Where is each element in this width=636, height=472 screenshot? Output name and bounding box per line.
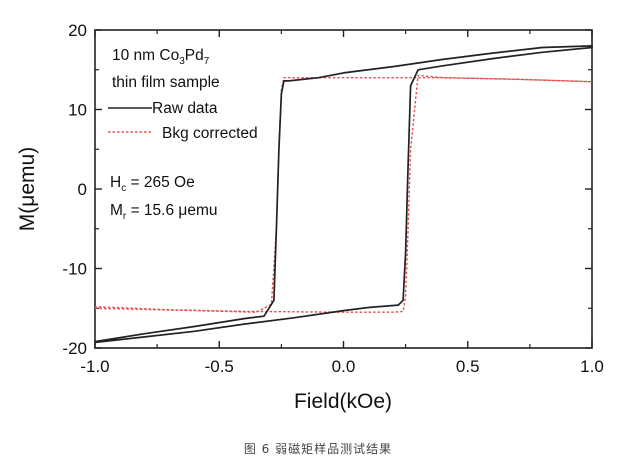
sample-label: 10 nm Co3Pd7 xyxy=(112,47,210,67)
x-tick-label: 1.0 xyxy=(580,357,604,376)
x-tick-label: 0.5 xyxy=(456,357,480,376)
tick-labels: -1.0 -0.5 0.0 0.5 1.0 -20 -10 0 10 20 xyxy=(62,21,603,376)
hc-annotation: Hc = 265 Oe xyxy=(110,174,195,194)
x-tick-label: -1.0 xyxy=(80,357,109,376)
legend: Raw data Bkg corrected xyxy=(108,100,258,142)
y-tick-label: -10 xyxy=(62,260,87,279)
x-tick-label: 0.0 xyxy=(332,357,356,376)
y-tick-label: 20 xyxy=(68,21,87,40)
figure-caption: 图 6 弱磁矩样品测试结果 xyxy=(243,442,393,456)
y-tick-label: -20 xyxy=(62,339,87,358)
y-tick-label: 0 xyxy=(78,180,87,199)
x-axis-title: Field(kOe) xyxy=(294,390,392,413)
legend-label-raw: Raw data xyxy=(152,100,218,117)
sample-label-line2: thin film sample xyxy=(112,74,220,91)
series-layer xyxy=(94,45,593,344)
y-tick-label: 10 xyxy=(68,101,87,120)
mr-annotation: Mr = 15.6 μemu xyxy=(110,202,218,222)
y-axis-title: M(μemu) xyxy=(16,147,39,231)
axis-ticks xyxy=(94,29,593,349)
x-tick-label: -0.5 xyxy=(205,357,234,376)
series-raw-data-line xyxy=(94,45,593,344)
legend-label-bkg: Bkg corrected xyxy=(162,125,258,142)
